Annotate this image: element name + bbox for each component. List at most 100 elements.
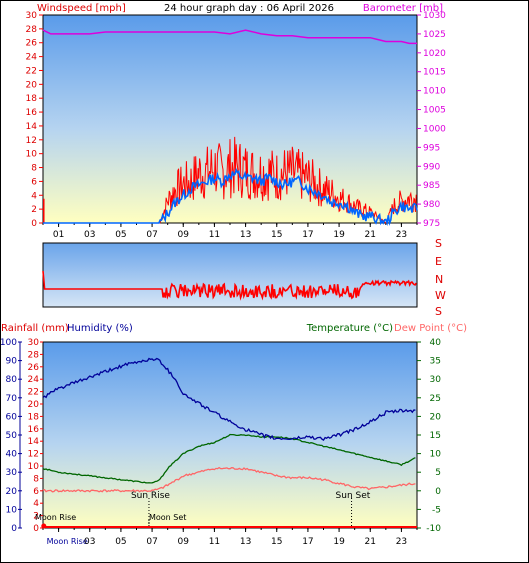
humidity-axis: 0 10 20 30 40 50 60 70 80 90 100 [1, 338, 22, 534]
top-series-group [42, 29, 418, 227]
hour-tick-label: 09 [178, 230, 190, 240]
rainfall-tick-label: 22 [28, 388, 39, 398]
humidity-axis-label: Humidity (%) [67, 323, 133, 334]
rainfall-tick-label: 8 [33, 474, 39, 484]
humidity-series-line [42, 357, 416, 441]
barometer-tick-label: 985 [423, 181, 440, 191]
barometer-tick-label: 1030 [423, 11, 446, 21]
hour-tick-label: 07 [146, 230, 157, 240]
rainfall-tick-label: 2 [33, 512, 39, 522]
temperature-tick-label: 25 [430, 394, 441, 404]
temperature-tick-label: 20 [430, 412, 442, 422]
humidity-tick-label: 50 [6, 431, 18, 441]
rainfall-tick-label: 24 [28, 375, 40, 385]
barometer-tick-label: 1015 [423, 68, 446, 78]
barometer-tick-label: 1000 [423, 124, 446, 134]
humidity-tick-label: 40 [6, 450, 18, 460]
windspeed-tick-label: 6 [31, 177, 37, 187]
sun-rise-label: Sun Rise [131, 491, 170, 501]
top-plot-area [42, 14, 418, 224]
hour-tick-label: 09 [178, 537, 190, 547]
rainfall-start-marker [41, 523, 47, 529]
moon-rise-label: Moon Rise [35, 513, 76, 522]
bottom-series-group [41, 357, 417, 529]
rainfall-tick-label: 12 [28, 450, 39, 460]
temperature-tick-label: 5 [435, 468, 441, 478]
wind-direction-label: S [435, 305, 442, 318]
hour-tick-label: 15 [271, 537, 282, 547]
moon-set-label: Moon Set [149, 513, 186, 522]
hour-tick-label: 23 [396, 537, 407, 547]
humidity-tick-label: 20 [6, 487, 18, 497]
rainfall-tick-label: 4 [33, 499, 39, 509]
humidity-tick-label: 70 [6, 394, 18, 404]
temperature-tick-label: -5 [432, 505, 441, 515]
dewpoint-axis-label: Dew Point (°C) [394, 323, 467, 334]
hour-tick-label: 19 [333, 230, 345, 240]
windspeed-tick-label: 18 [26, 94, 38, 104]
rainfall-tick-label: 28 [28, 350, 40, 360]
barometer-tick-label: 975 [423, 219, 440, 229]
temperature-tick-label: 30 [430, 375, 442, 385]
temperature-tick-label: 15 [430, 431, 441, 441]
barometer-tick-label: 990 [423, 162, 440, 172]
temperature-tick-label: 10 [430, 450, 442, 460]
windspeed-series-line [43, 167, 418, 227]
rainfall-tick-label: 30 [28, 338, 40, 348]
dewpoint-series-line [42, 466, 416, 493]
humidity-tick-label: 100 [1, 338, 17, 348]
windspeed-tick-label: 2 [31, 205, 37, 215]
temperature-tick-label: 0 [435, 487, 441, 497]
rainfall-tick-label: 10 [28, 462, 40, 472]
hour-tick-label: 23 [396, 230, 407, 240]
rainfall-tick-label: 14 [28, 437, 40, 447]
windspeed-tick-label: 8 [31, 164, 37, 174]
wind-direction-series-group [42, 270, 417, 301]
humidity-tick-label: 90 [6, 357, 18, 367]
windspeed-tick-label: 0 [31, 219, 37, 229]
humidity-tick-label: 0 [11, 524, 17, 534]
hour-tick-label: 13 [240, 537, 251, 547]
barometer-axis-label: Barometer [mb] [363, 3, 443, 14]
wind-direction-label: W [435, 289, 446, 302]
rainfall-tick-label: 18 [28, 412, 40, 422]
hour-tick-label: 11 [209, 537, 220, 547]
hour-tick-label: 07 [146, 537, 157, 547]
hour-tick-label: 17 [302, 230, 313, 240]
barometer-tick-label: 995 [423, 143, 440, 153]
wind-direction-label: E [435, 255, 442, 268]
windspeed-tick-label: 20 [26, 80, 38, 90]
rainfall-tick-label: 6 [33, 487, 39, 497]
rainfall-tick-label: 16 [28, 425, 40, 435]
moon-rise-axis-label: Moon Rise [47, 537, 88, 546]
hour-tick-label: 05 [115, 537, 126, 547]
hour-tick-label: 21 [365, 230, 376, 240]
windspeed-tick-label: 30 [26, 11, 38, 21]
sun-set-label: Sun Set [336, 491, 371, 501]
windspeed-tick-label: 24 [26, 53, 38, 63]
windspeed-tick-label: 16 [26, 108, 38, 118]
temperature-tick-label: -10 [426, 524, 441, 534]
barometer-series-line [42, 29, 417, 45]
hour-tick-label: 15 [271, 230, 282, 240]
temperature-axis: -10 -5 0 5 10 15 20 25 30 35 40 [417, 338, 441, 534]
barometer-tick-label: 980 [423, 200, 440, 210]
hour-tick-label: 13 [240, 230, 251, 240]
windspeed-tick-label: 28 [26, 25, 38, 35]
rainfall-tick-label: 26 [28, 363, 40, 373]
hour-tick-label: 05 [115, 230, 126, 240]
temperature-tick-label: 35 [430, 357, 441, 367]
hour-tick-label: 11 [209, 230, 220, 240]
windspeed-tick-label: 14 [26, 122, 38, 132]
temperature-tick-label: 40 [430, 338, 442, 348]
windspeed-tick-label: 10 [26, 150, 38, 160]
wind-direction-series-line [42, 270, 417, 301]
rainfall-axis-label: Rainfall (mm) [1, 323, 69, 334]
humidity-tick-label: 30 [6, 468, 18, 478]
barometer-axis: 975 980 985 990 995 1000 1005 1010 1015 1020 1025 1… [417, 11, 446, 229]
windspeed-axis-label: Windspeed [mph] [37, 3, 126, 14]
